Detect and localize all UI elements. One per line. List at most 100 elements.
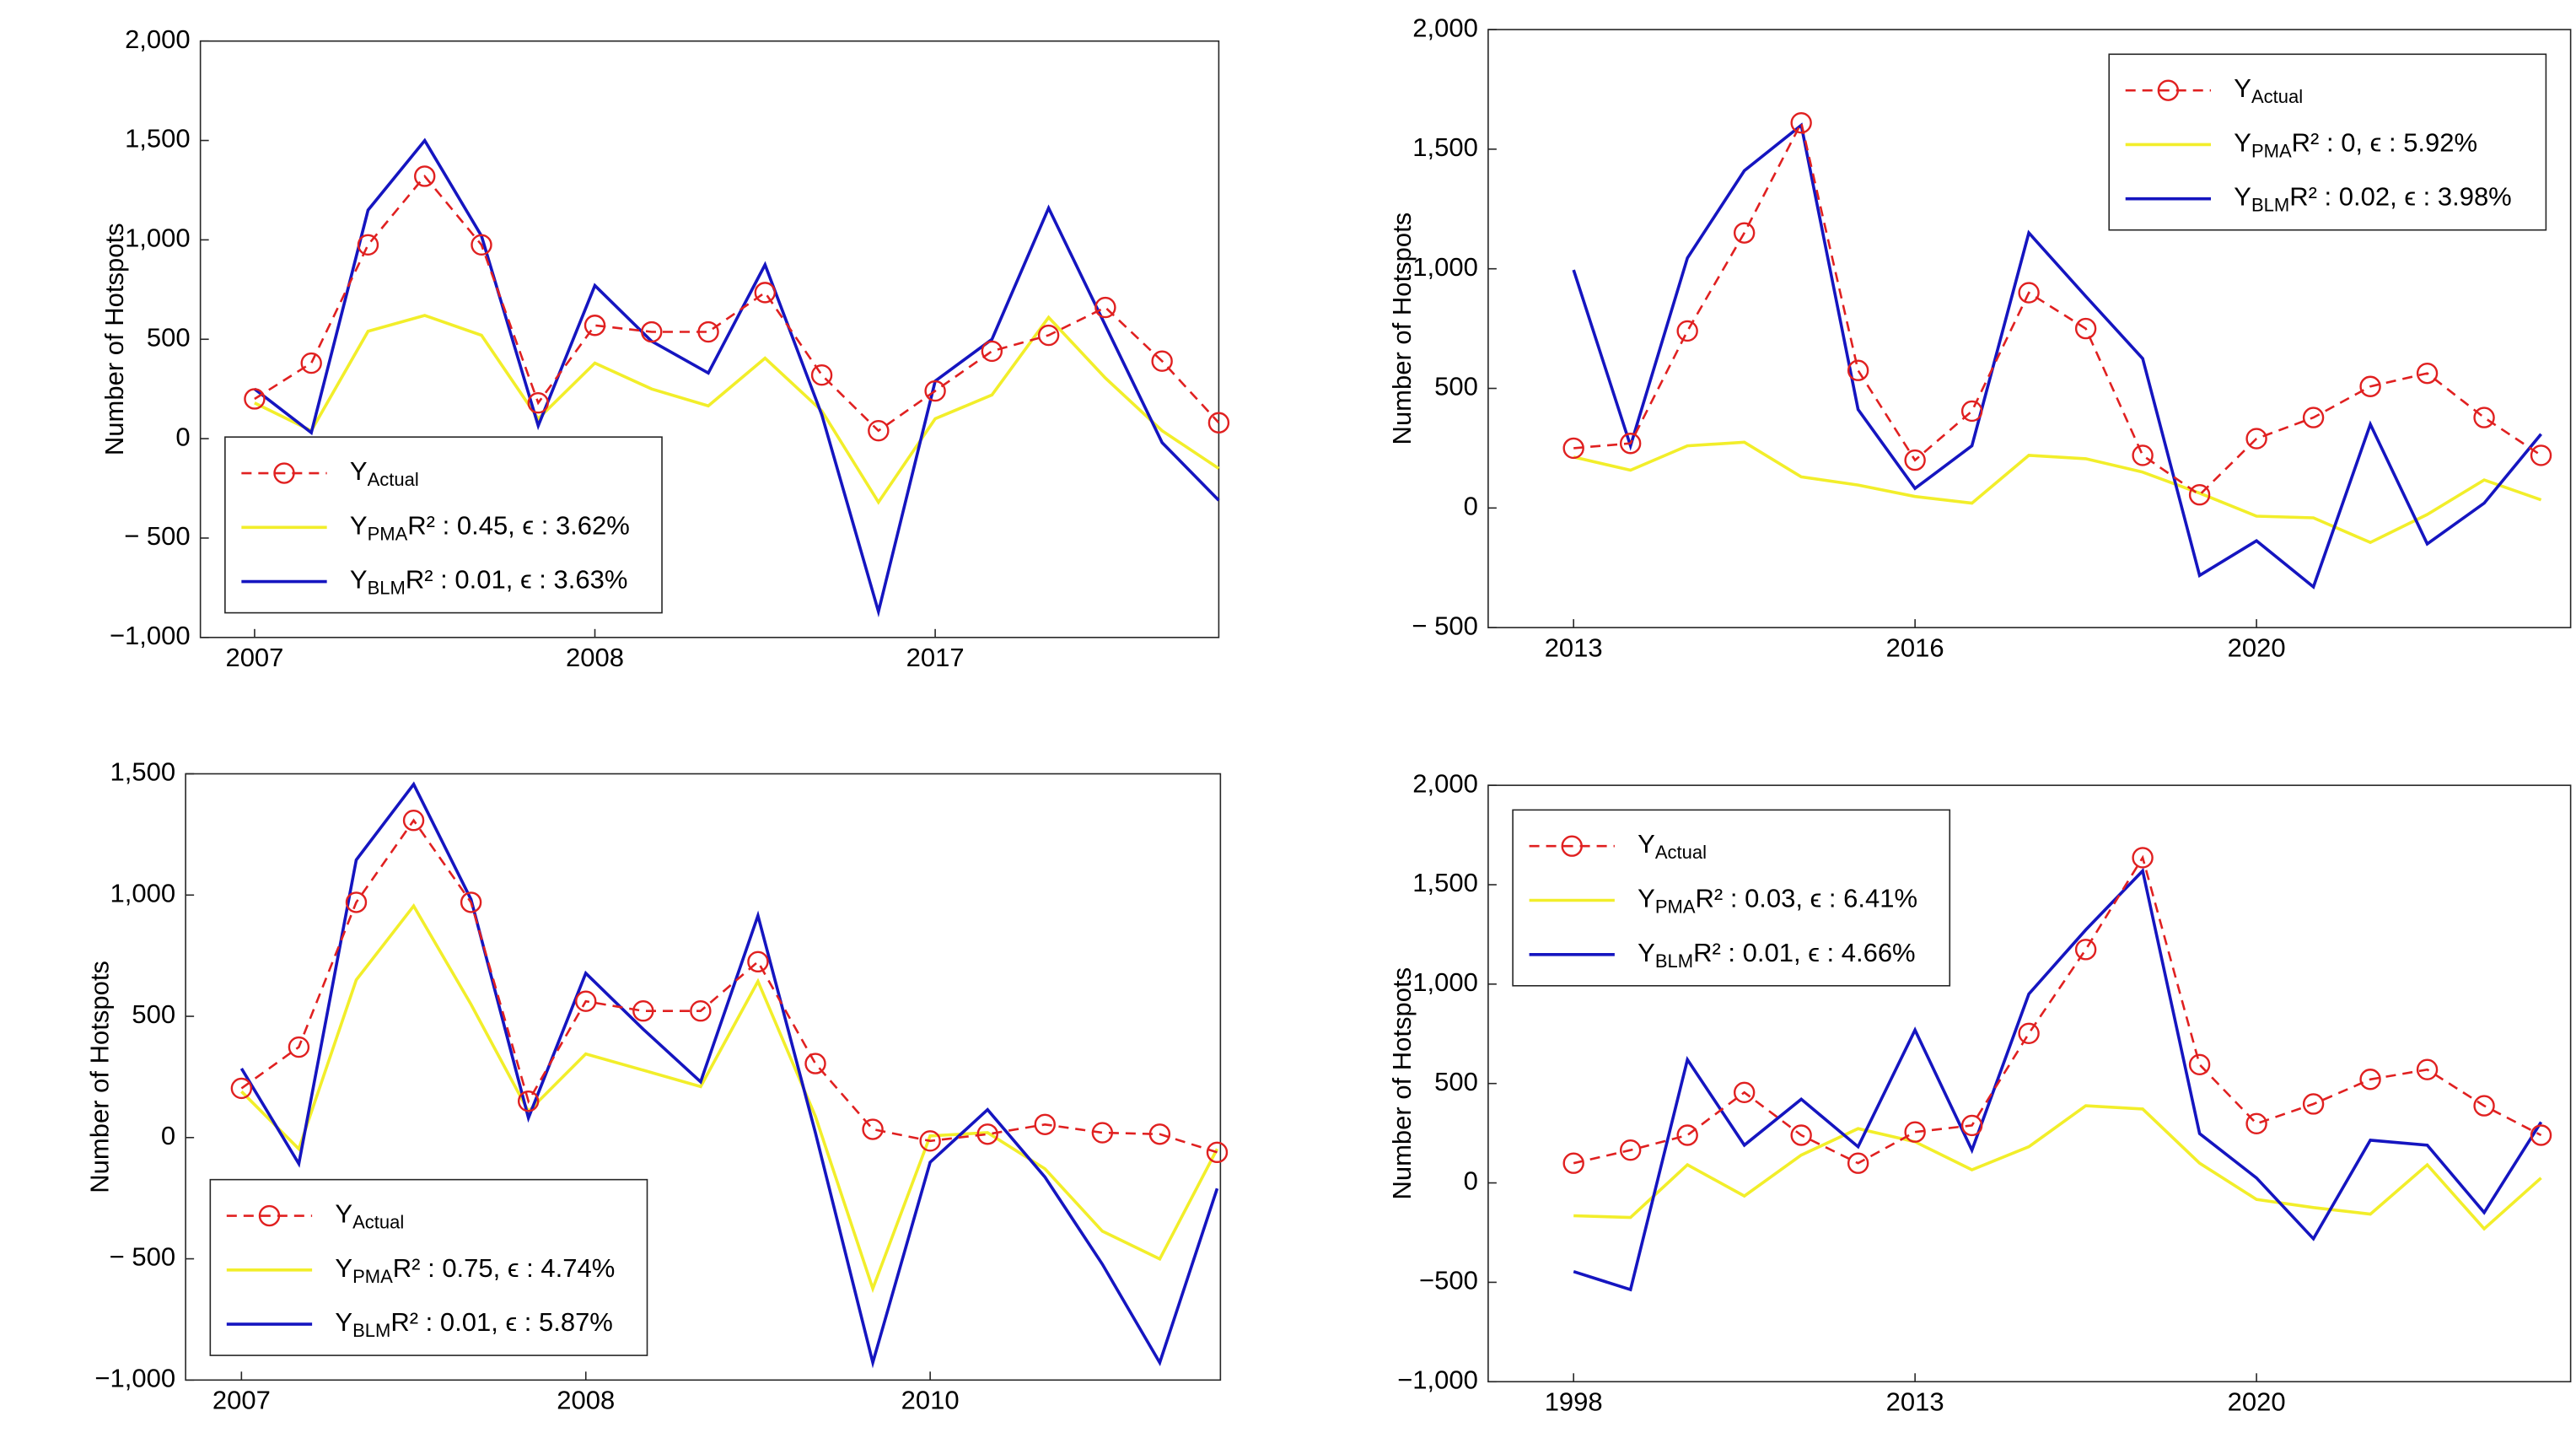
legend-label: YPMAR² : 0.75, ϵ : 4.74% <box>335 1253 615 1287</box>
marker <box>517 1090 540 1112</box>
y-tick-label: −1,000 <box>94 1364 175 1393</box>
legend-subscript: BLM <box>352 1320 390 1341</box>
y-axis-label: Number of Hotspots <box>1387 967 1417 1200</box>
series-line <box>240 902 1219 1294</box>
series-line <box>1573 867 2543 1292</box>
series-line <box>254 174 1220 433</box>
legend-name: Y <box>335 1307 352 1337</box>
legend-label: YActual <box>335 1199 404 1233</box>
legend-stat: R² : 0.01, ϵ : 4.66% <box>1693 938 1916 967</box>
y-tick-label: −1,000 <box>110 621 191 650</box>
legend-stat: R² : 0.01, ϵ : 3.63% <box>406 565 628 595</box>
legend-name: Y <box>350 565 368 595</box>
y-tick-label: −1,000 <box>1397 1365 1478 1394</box>
legend-subscript: Actual <box>1655 842 1707 863</box>
y-tick-label: 500 <box>1434 1067 1478 1096</box>
marker <box>1148 1123 1171 1145</box>
legend-marker <box>2157 79 2180 101</box>
marker <box>924 380 946 402</box>
y-tick-label: − 500 <box>1412 611 1477 640</box>
y-tick-label: 1,500 <box>110 757 176 787</box>
legend-stat: R² : 0.75, ϵ : 4.74% <box>393 1253 616 1283</box>
legend-label: YPMAR² : 0, ϵ : 5.92% <box>2234 128 2477 162</box>
marker <box>2530 444 2552 466</box>
legend-name: Y <box>1638 829 1655 859</box>
y-tick-label: 500 <box>1434 372 1478 401</box>
legend-box <box>224 436 663 614</box>
legend-subscript: PMA <box>2251 140 2292 161</box>
marker <box>810 364 833 386</box>
series-line <box>1573 440 2542 545</box>
marker <box>976 1123 998 1145</box>
marker <box>2188 484 2211 506</box>
marker <box>1790 111 1812 134</box>
x-tick-label: 1998 <box>1545 1387 1603 1417</box>
marker <box>2074 317 2097 340</box>
marker <box>697 320 719 343</box>
marker <box>2473 1095 2495 1117</box>
y-tick-label: 1,000 <box>110 878 176 907</box>
marker <box>1676 1124 1698 1146</box>
marker <box>460 891 482 913</box>
marker <box>1790 1124 1812 1146</box>
y-tick-label: 500 <box>132 999 175 1029</box>
legend-label: YBLMR² : 0.01, ϵ : 5.87% <box>335 1307 612 1341</box>
y-tick-label: 0 <box>175 422 190 451</box>
marker <box>2416 1058 2439 1080</box>
x-tick-label: 2010 <box>901 1386 960 1415</box>
series-line <box>1573 1104 2542 1231</box>
legend-box <box>2108 53 2547 231</box>
legend-name: Y <box>335 1253 352 1283</box>
marker <box>1676 320 1698 342</box>
legend-marker <box>273 462 295 484</box>
series-line <box>253 137 1220 618</box>
y-tick-label: 1,500 <box>1412 868 1478 897</box>
marker <box>1733 222 1756 244</box>
legend-name: Y <box>335 1199 352 1229</box>
marker <box>2302 1093 2325 1115</box>
marker <box>2530 1124 2552 1146</box>
legend-label: YBLMR² : 0.01, ϵ : 4.66% <box>1638 938 1915 972</box>
legend-subscript: PMA <box>368 523 408 544</box>
marker <box>754 282 777 304</box>
x-tick-label: 2020 <box>2228 1387 2286 1417</box>
series-line <box>1572 122 2542 590</box>
y-tick-label: 1,000 <box>1412 967 1478 997</box>
x-tick-label: 2008 <box>566 643 624 672</box>
legend-name: Y <box>2234 182 2251 212</box>
marker <box>2188 1053 2211 1076</box>
y-tick-label: 2,000 <box>1412 13 1478 42</box>
y-tick-label: 2,000 <box>125 24 191 54</box>
legend-subscript: BLM <box>2251 195 2289 216</box>
marker <box>575 990 597 1012</box>
marker <box>244 388 266 410</box>
series-line <box>254 314 1220 505</box>
legend-marker <box>258 1204 281 1227</box>
marker <box>2359 375 2381 397</box>
marker <box>527 391 549 414</box>
y-axis-label: Number of Hotspots <box>99 223 129 455</box>
marker <box>1151 350 1173 372</box>
x-tick-label: 2007 <box>225 643 283 672</box>
y-tick-label: 2,000 <box>1412 768 1478 798</box>
y-axis-label: Number of Hotspots <box>84 961 114 1193</box>
legend-name: Y <box>2234 73 2251 103</box>
legend-stat: R² : 0.45, ϵ : 3.62% <box>407 510 630 540</box>
legend-subscript: BLM <box>368 577 406 598</box>
legend-name: Y <box>350 510 368 540</box>
marker <box>2359 1069 2381 1090</box>
legend-marker <box>1561 835 1583 857</box>
subplot: −1,000 − 500 0 500 1,000 1,500 2,000 2007 2008 20… <box>99 24 1230 672</box>
subplot: −1,000 −500 0 500 1,000 1,500 2,000 1998 2013 202… <box>1387 768 2572 1417</box>
marker <box>2074 939 2097 961</box>
legend-name: Y <box>1638 938 1655 967</box>
subplot: −1,000 − 500 0 500 1,000 1,500 2007 2008 2010 Num… <box>84 757 1229 1415</box>
marker <box>1562 1152 1584 1174</box>
legend-label: YActual <box>1638 829 1707 863</box>
marker <box>1619 433 1642 455</box>
marker <box>2132 847 2154 869</box>
marker <box>1206 1141 1229 1164</box>
legend-label: YActual <box>2234 73 2303 107</box>
marker <box>357 234 379 256</box>
